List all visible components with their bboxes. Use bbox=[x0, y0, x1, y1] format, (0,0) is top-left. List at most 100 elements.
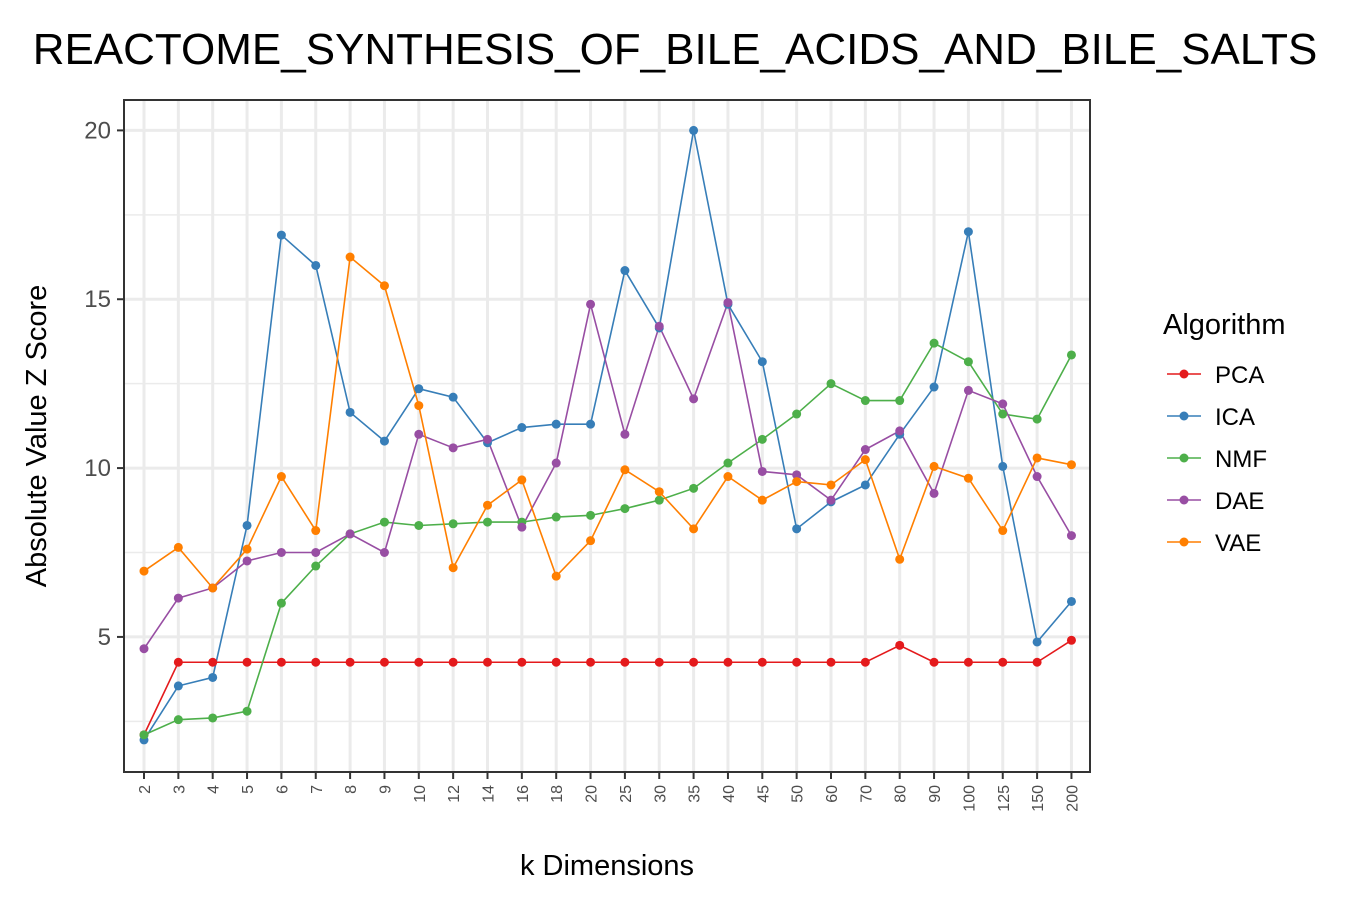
data-point-pca bbox=[689, 657, 699, 667]
y-tick-label: 10 bbox=[84, 455, 111, 482]
chart-title: REACTOME_SYNTHESIS_OF_BILE_ACIDS_AND_BIL… bbox=[33, 25, 1318, 74]
data-point-pca bbox=[895, 640, 905, 650]
data-point-dae bbox=[276, 548, 286, 558]
data-point-ica bbox=[517, 423, 527, 433]
data-point-nmf bbox=[860, 396, 870, 406]
x-tick-label: 100 bbox=[961, 785, 978, 812]
legend: Algorithm PCA ICA NMF DAE VAE bbox=[1163, 309, 1286, 557]
data-point-nmf bbox=[551, 512, 561, 522]
x-tick-label: 200 bbox=[1064, 785, 1081, 812]
x-tick-label: 3 bbox=[171, 785, 188, 794]
data-point-dae bbox=[654, 321, 664, 331]
data-point-vae bbox=[448, 563, 458, 573]
legend-key-point-ica bbox=[1179, 411, 1189, 421]
data-point-vae bbox=[998, 526, 1008, 536]
data-point-ica bbox=[551, 419, 561, 429]
x-axis-title: k Dimensions bbox=[520, 850, 694, 882]
data-point-ica bbox=[689, 125, 699, 135]
data-point-nmf bbox=[654, 495, 664, 505]
data-point-vae bbox=[963, 473, 973, 483]
series-line-ica bbox=[143, 130, 1073, 741]
x-tick-label: 7 bbox=[309, 785, 326, 794]
legend-key-point-vae bbox=[1179, 537, 1189, 547]
data-point-ica bbox=[963, 227, 973, 237]
data-point-ica bbox=[276, 230, 286, 240]
data-point-pca bbox=[345, 657, 355, 667]
data-point-dae bbox=[345, 529, 355, 539]
data-point-ica bbox=[1032, 637, 1042, 647]
data-point-vae bbox=[826, 480, 836, 490]
data-point-pca bbox=[620, 657, 630, 667]
data-point-pca bbox=[723, 657, 733, 667]
data-point-vae bbox=[1066, 460, 1076, 470]
data-point-nmf bbox=[483, 517, 492, 527]
data-point-pca bbox=[1032, 657, 1042, 667]
data-point-nmf bbox=[826, 379, 836, 389]
data-point-vae bbox=[208, 583, 218, 593]
data-point-dae bbox=[483, 434, 492, 444]
data-point-ica bbox=[620, 266, 630, 276]
data-point-vae bbox=[757, 495, 767, 505]
data-point-nmf bbox=[1066, 350, 1076, 360]
data-point-vae bbox=[173, 542, 183, 552]
data-point-vae bbox=[620, 465, 630, 475]
data-point-nmf bbox=[998, 409, 1008, 419]
data-point-nmf bbox=[173, 715, 183, 725]
data-point-vae bbox=[895, 554, 905, 564]
data-point-dae bbox=[723, 298, 733, 308]
data-point-ica bbox=[757, 357, 767, 367]
x-tick-label: 60 bbox=[824, 785, 841, 803]
legend-label-dae: DAE bbox=[1215, 488, 1264, 515]
y-tick-label: 20 bbox=[84, 117, 111, 144]
data-point-dae bbox=[620, 429, 630, 439]
legend-label-vae: VAE bbox=[1215, 530, 1261, 557]
data-point-pca bbox=[173, 657, 183, 667]
data-point-dae bbox=[929, 488, 939, 498]
x-tick-label: 16 bbox=[515, 785, 532, 803]
x-tick-label: 45 bbox=[755, 785, 772, 803]
data-point-vae bbox=[276, 472, 286, 482]
data-point-pca bbox=[929, 657, 939, 667]
x-tick-label: 8 bbox=[343, 785, 360, 794]
x-tick-label: 4 bbox=[206, 785, 223, 794]
data-point-nmf bbox=[895, 396, 905, 406]
x-tick-label: 10 bbox=[412, 785, 429, 803]
data-point-dae bbox=[586, 299, 596, 309]
data-point-dae bbox=[895, 426, 905, 436]
data-point-dae bbox=[792, 470, 802, 480]
data-point-nmf bbox=[929, 338, 939, 348]
data-point-vae bbox=[723, 472, 733, 482]
x-tick-label: 80 bbox=[893, 785, 910, 803]
x-tick-label: 25 bbox=[618, 785, 635, 803]
data-point-ica bbox=[379, 436, 389, 446]
y-tick-label: 15 bbox=[84, 286, 111, 313]
data-point-vae bbox=[586, 536, 596, 546]
data-point-dae bbox=[173, 593, 183, 603]
data-point-nmf bbox=[1032, 414, 1042, 424]
x-tick-label: 5 bbox=[240, 785, 257, 794]
legend-key-point-nmf bbox=[1179, 453, 1189, 463]
data-point-pca bbox=[242, 657, 252, 667]
data-point-vae bbox=[792, 477, 802, 487]
data-point-vae bbox=[242, 544, 252, 554]
data-point-vae bbox=[551, 571, 561, 581]
data-point-dae bbox=[963, 385, 973, 395]
x-tick-label: 150 bbox=[1030, 785, 1047, 812]
data-point-nmf bbox=[208, 713, 218, 723]
data-point-nmf bbox=[276, 598, 286, 608]
data-point-ica bbox=[998, 461, 1008, 471]
data-point-dae bbox=[826, 495, 836, 505]
series-line-nmf bbox=[143, 342, 1073, 736]
data-point-nmf bbox=[757, 434, 767, 444]
x-tick-label: 35 bbox=[687, 785, 704, 803]
data-point-vae bbox=[860, 455, 870, 465]
data-point-vae bbox=[139, 566, 149, 576]
legend-label-pca: PCA bbox=[1215, 362, 1264, 389]
data-point-nmf bbox=[689, 483, 699, 493]
legend-label-ica: ICA bbox=[1215, 404, 1255, 431]
data-point-ica bbox=[311, 260, 321, 270]
data-point-ica bbox=[586, 419, 596, 429]
data-point-nmf bbox=[723, 458, 733, 468]
data-point-dae bbox=[414, 429, 424, 439]
